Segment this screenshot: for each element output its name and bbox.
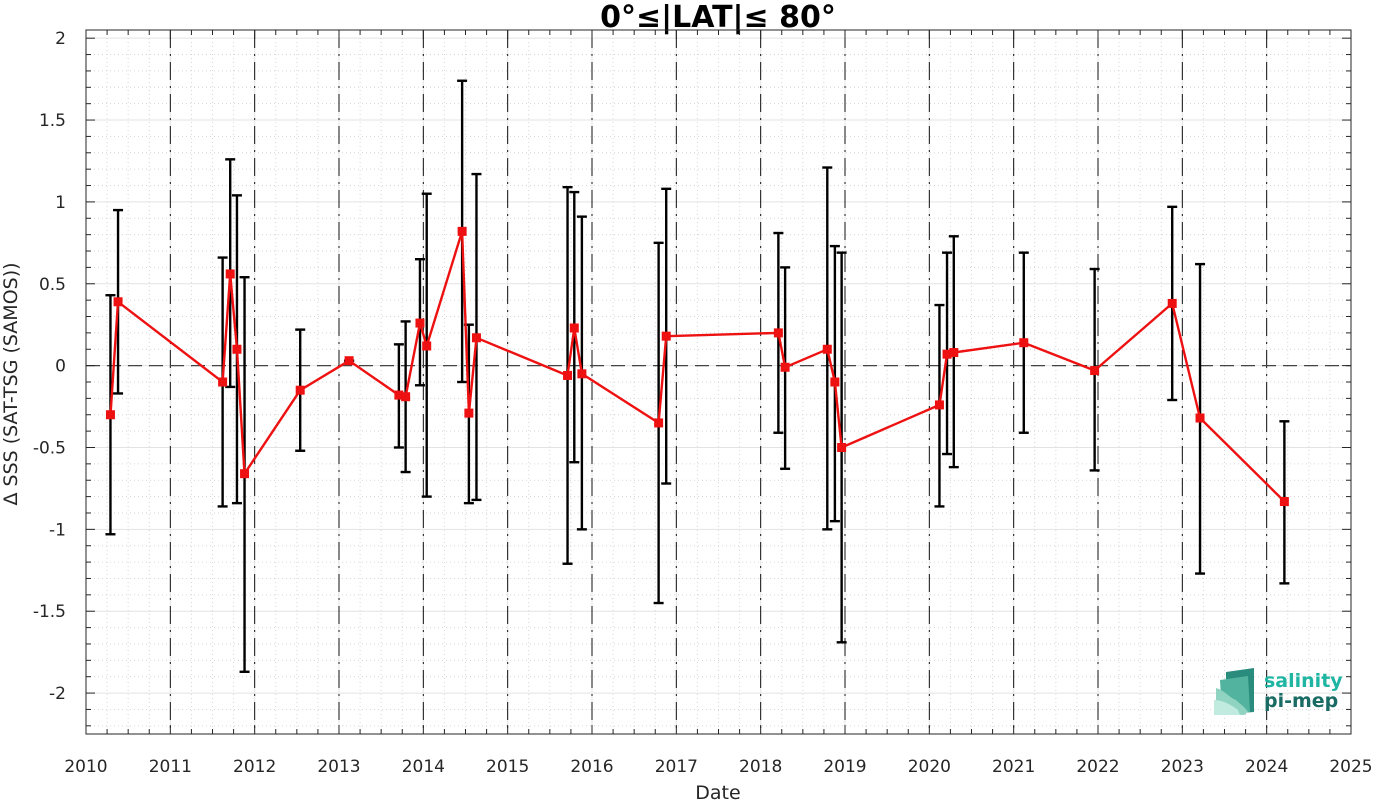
y-axis-label: Δ SSS (SAT-TSG (SAMOS)): [0, 262, 22, 505]
year-boundary-lines: [169, 30, 1268, 734]
data-point: [654, 418, 664, 428]
y-tick-label: -1.5: [33, 602, 66, 622]
data-point: [225, 269, 235, 279]
data-point: [780, 362, 790, 372]
x-tick-label: 2015: [486, 757, 529, 777]
data-point: [415, 318, 425, 328]
x-tick-label: 2025: [1329, 757, 1372, 777]
data-point: [471, 333, 481, 343]
data-point: [1167, 298, 1177, 308]
x-tick-label: 2013: [317, 757, 360, 777]
data-point: [105, 410, 115, 420]
salinity-pi-mep-logo: salinity pi-mep: [1214, 668, 1343, 715]
x-tick-label: 2012: [233, 757, 276, 777]
data-point: [240, 469, 250, 479]
data-point: [830, 377, 840, 387]
y-tick-label: -2: [49, 684, 66, 704]
x-tick-label: 2022: [1076, 757, 1119, 777]
x-tick-label: 2011: [149, 757, 192, 777]
data-point: [661, 331, 671, 341]
data-point: [295, 385, 305, 395]
y-tick-label: -0.5: [33, 438, 66, 458]
data-point: [464, 408, 474, 418]
data-point: [577, 369, 587, 379]
tick-marks: [85, 30, 1352, 734]
data-point: [113, 297, 123, 307]
x-tick-label: 2018: [739, 757, 782, 777]
x-axis-label: Date: [695, 782, 740, 801]
x-tick-label: 2023: [1161, 757, 1204, 777]
x-tick-label: 2020: [908, 757, 951, 777]
data-point: [949, 348, 959, 358]
data-point: [1090, 366, 1100, 376]
x-tick-label: 2024: [1245, 757, 1288, 777]
data-point: [1195, 413, 1205, 423]
y-tick-label: 2: [55, 29, 66, 49]
x-tick-label: 2010: [64, 757, 107, 777]
wave-icon: [1214, 668, 1254, 715]
y-tick-labels: 2 1.5 1 0.5 0 -0.5 -1 -1.5 -2: [33, 29, 66, 704]
data-point: [563, 370, 573, 380]
logo-line-1: salinity: [1264, 670, 1343, 692]
x-tick-label: 2017: [655, 757, 698, 777]
y-tick-label: 1: [55, 193, 66, 213]
y-tick-label: 0.5: [39, 275, 66, 295]
data-point: [1019, 338, 1029, 348]
x-tick-label: 2019: [823, 757, 866, 777]
data-point: [401, 392, 411, 402]
data-point: [822, 344, 832, 354]
data-point: [232, 344, 242, 354]
x-tick-label: 2016: [570, 757, 613, 777]
data-markers: [105, 226, 1289, 507]
y-tick-label: 0: [55, 357, 66, 377]
data-point: [344, 356, 354, 366]
data-point: [1279, 497, 1289, 507]
data-point: [934, 400, 944, 410]
y-tick-label: 1.5: [39, 111, 66, 131]
data-point: [569, 323, 579, 333]
x-tick-label: 2014: [402, 757, 445, 777]
data-point: [218, 377, 228, 387]
y-tick-label: -1: [49, 520, 66, 540]
data-point: [773, 328, 783, 338]
x-tick-labels: 2010 2011 2012 2013 2014 2015 2016 2017 2018 2019…: [64, 757, 1372, 777]
data-point: [457, 226, 467, 236]
data-point: [837, 442, 847, 452]
x-tick-label: 2021: [992, 757, 1035, 777]
chart-title: 0°≤|LAT|≤ 80°: [600, 0, 836, 35]
data-point: [422, 341, 432, 351]
logo-line-2: pi-mep: [1264, 690, 1338, 712]
